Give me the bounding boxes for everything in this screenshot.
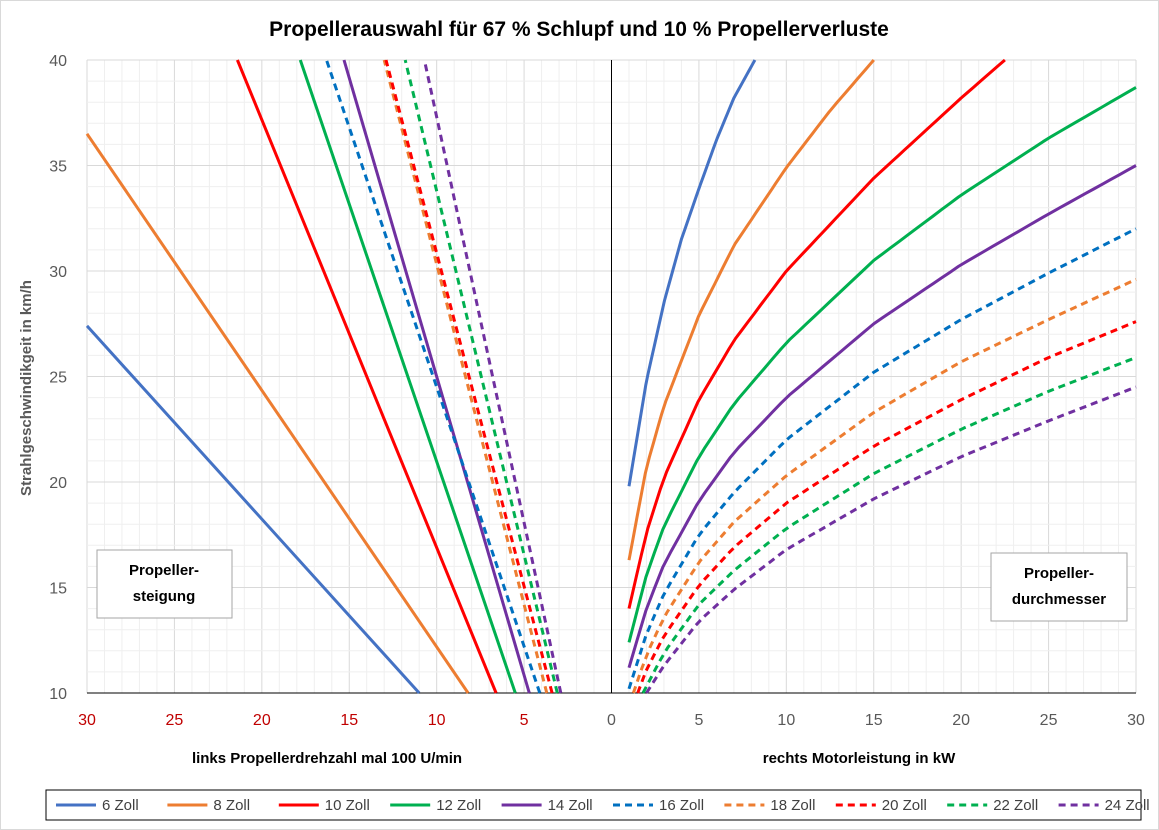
- legend-label: 16 Zoll: [659, 797, 704, 814]
- series-left-8-zoll: [85, 132, 470, 694]
- annotation-left-line2: steigung: [133, 588, 196, 605]
- series-left-16-zoll: [325, 59, 542, 694]
- series-left-18-zoll: [382, 59, 549, 694]
- series-right-16-zoll: [627, 227, 1137, 690]
- x-tick-label-right: 10: [777, 712, 795, 729]
- y-tick-label: 25: [49, 370, 67, 387]
- legend-label: 18 Zoll: [770, 797, 815, 814]
- series-right-20-zoll: [636, 320, 1137, 694]
- series-left-6-zoll: [85, 324, 421, 695]
- x-tick-label-left: 20: [253, 712, 271, 729]
- legend: 6 Zoll 8 Zoll 10 Zoll 12 Zoll 14 Zoll 16 Zoll…: [45, 789, 1150, 821]
- x-tick-label-left: 30: [78, 712, 96, 729]
- legend-item-12-zoll: 12 Zoll: [390, 797, 481, 814]
- legend-item-24-zoll: 24 Zoll: [1058, 797, 1150, 814]
- x-tick-label-left: 5: [520, 712, 529, 729]
- series-right-6-zoll: [627, 59, 757, 487]
- series-left-12-zoll: [298, 59, 517, 694]
- series-left-20-zoll: [384, 59, 554, 694]
- series-right-18-zoll: [631, 278, 1137, 694]
- y-axis-label: Strahlgeschwindikgeit in km/h: [18, 280, 35, 496]
- legend-label: 14 Zoll: [548, 797, 593, 814]
- x-tick-label-left: 10: [428, 712, 446, 729]
- x-tick-label-left: 15: [340, 712, 358, 729]
- legend-label: 20 Zoll: [882, 797, 927, 814]
- x-tick-label-right: 15: [865, 712, 883, 729]
- y-tick-labels: 10 15 20 25 30 35 40: [49, 53, 67, 703]
- series-left-22-zoll: [403, 59, 559, 694]
- series-right-22-zoll: [641, 356, 1137, 694]
- legend-item-22-zoll: 22 Zoll: [947, 797, 1038, 814]
- series-left-10-zoll: [236, 59, 498, 694]
- x-tick-label-right: 20: [952, 712, 970, 729]
- series-right-8-zoll: [627, 59, 875, 561]
- x-tick-label-left: 25: [166, 712, 184, 729]
- legend-label: 24 Zoll: [1105, 797, 1150, 814]
- legend-label: 10 Zoll: [325, 797, 370, 814]
- legend-label: 22 Zoll: [993, 797, 1038, 814]
- legend-item-6-zoll: 6 Zoll: [56, 797, 139, 814]
- series-right-12-zoll: [627, 86, 1137, 643]
- x-tick-label-right: 25: [1040, 712, 1058, 729]
- annotation-box-left: Propeller- steigung: [96, 549, 233, 619]
- y-tick-label: 10: [49, 686, 67, 703]
- x-tick-labels: 30 25 20 15 10 5 0 5 10 15 20 25 30: [78, 712, 1145, 729]
- annotation-left-line1: Propeller-: [129, 562, 199, 579]
- y-tick-label: 35: [49, 159, 67, 176]
- x-tick-label-right: 30: [1127, 712, 1145, 729]
- annotation-box-right: Propeller- durchmesser: [990, 552, 1128, 622]
- legend-label: 8 Zoll: [213, 797, 250, 814]
- y-tick-label: 30: [49, 264, 67, 281]
- chart-title: Propellerauswahl für 67 % Schlupf und 10…: [269, 18, 889, 41]
- y-tick-label: 40: [49, 53, 67, 70]
- legend-item-10-zoll: 10 Zoll: [278, 797, 370, 814]
- legend-label: 12 Zoll: [436, 797, 481, 814]
- series-right-14-zoll: [627, 164, 1137, 669]
- legend-item-20-zoll: 20 Zoll: [835, 797, 927, 814]
- x-axis-label-left: links Propellerdrehzahl mal 100 U/min: [192, 750, 462, 767]
- legend-item-14-zoll: 14 Zoll: [501, 797, 593, 814]
- legend-item-8-zoll: 8 Zoll: [167, 797, 250, 814]
- series-right-10-zoll: [627, 58, 1006, 609]
- x-axis-label-right: rechts Motorleistung in kW: [763, 750, 956, 767]
- annotation-right-line2: durchmesser: [1012, 591, 1106, 608]
- axes: [87, 60, 1136, 694]
- legend-item-18-zoll: 18 Zoll: [724, 797, 815, 814]
- series-lines: [85, 58, 1137, 695]
- series-left-14-zoll: [342, 59, 531, 694]
- legend-label: 6 Zoll: [102, 797, 139, 814]
- x-tick-label-right: 0: [607, 712, 616, 729]
- y-tick-label: 15: [49, 581, 67, 598]
- legend-item-16-zoll: 16 Zoll: [613, 797, 704, 814]
- y-tick-label: 20: [49, 475, 67, 492]
- annotation-right-line1: Propeller-: [1024, 565, 1094, 582]
- x-tick-label-right: 5: [694, 712, 703, 729]
